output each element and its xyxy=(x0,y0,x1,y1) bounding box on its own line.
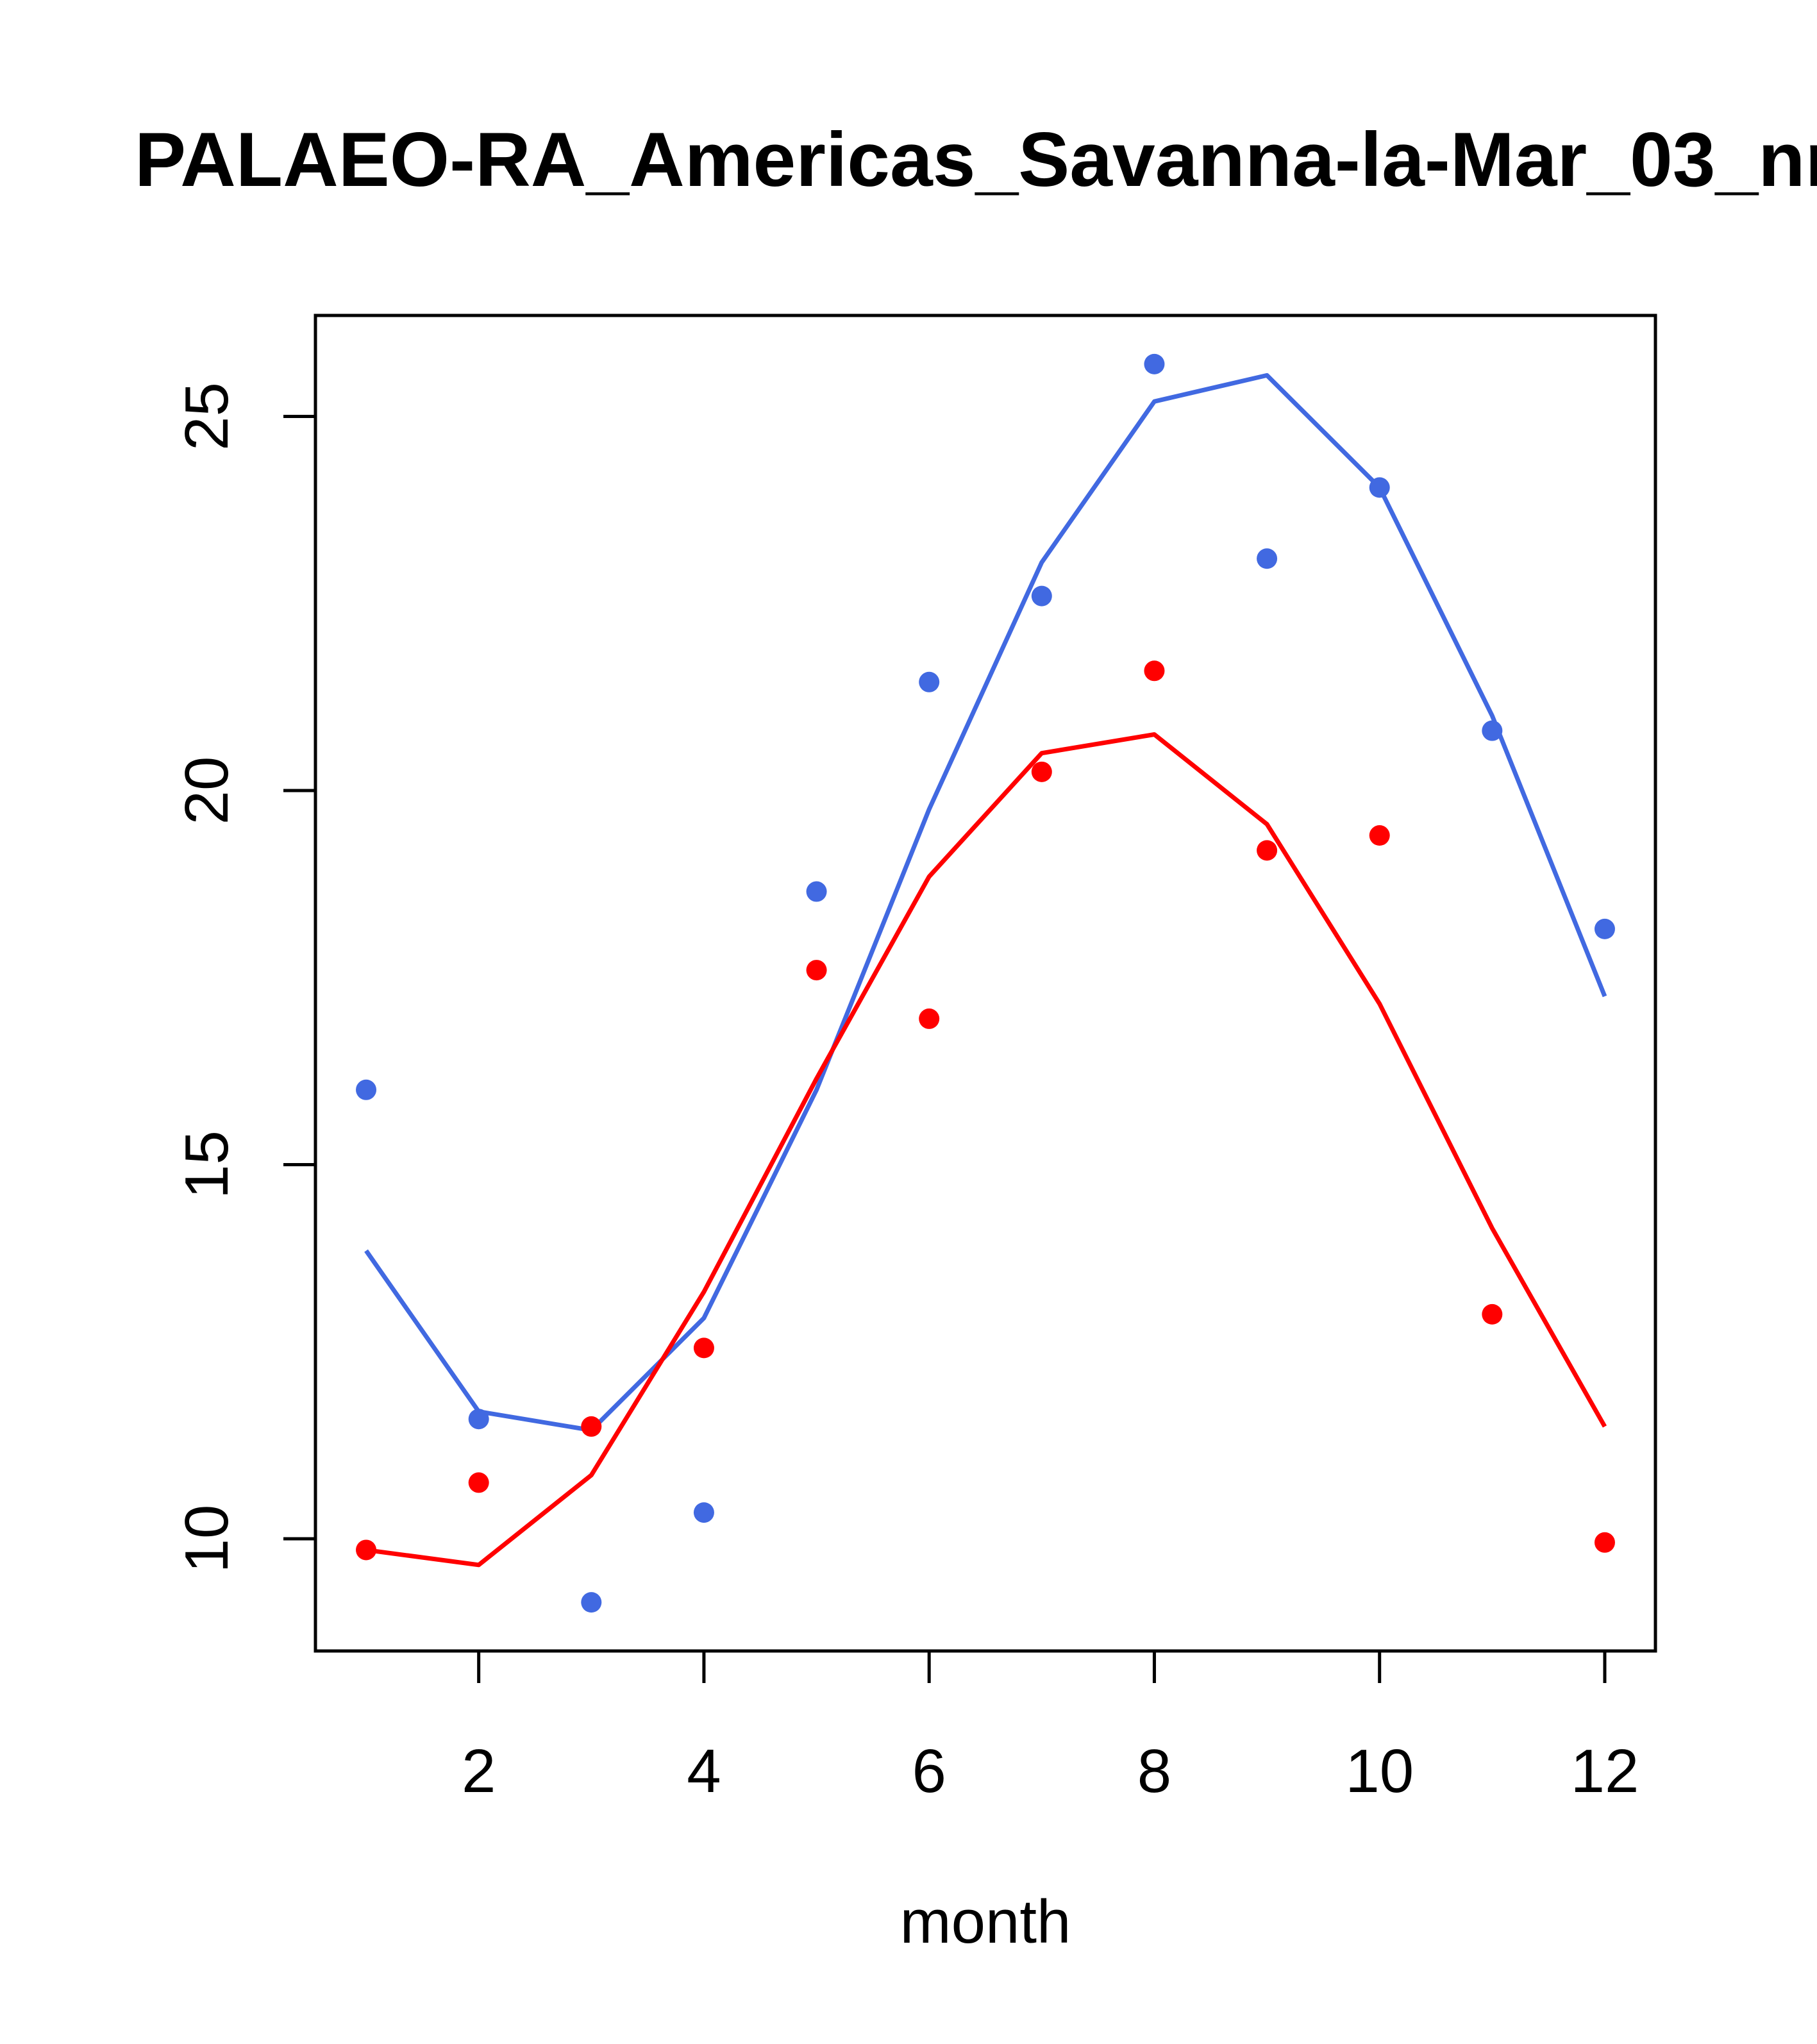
point-red-points xyxy=(468,1472,489,1493)
y-tick-label: 20 xyxy=(172,757,241,825)
chart-title: PALAEO-RA_Americas_Savanna-la-Mar_03_nn xyxy=(135,117,1817,203)
x-tick-label: 12 xyxy=(1571,1737,1639,1805)
point-red-points xyxy=(1369,825,1390,846)
point-blue-points xyxy=(1144,353,1165,374)
x-tick-label: 10 xyxy=(1345,1737,1414,1805)
point-blue-points xyxy=(1369,477,1390,498)
point-blue-points xyxy=(693,1502,714,1523)
x-tick-label: 8 xyxy=(1137,1737,1171,1805)
point-blue-points xyxy=(581,1592,602,1613)
point-blue-points xyxy=(1257,548,1278,569)
x-axis-title: month xyxy=(900,1888,1071,1956)
x-tick-label: 2 xyxy=(462,1737,496,1805)
point-blue-points xyxy=(806,881,827,902)
y-axis: 10 15 20 25 xyxy=(172,382,315,1573)
y-tick-label: 10 xyxy=(172,1505,241,1573)
point-red-points xyxy=(581,1416,602,1437)
point-blue-points xyxy=(1031,585,1052,607)
point-red-points xyxy=(1144,660,1165,682)
y-tick-label: 25 xyxy=(172,382,241,451)
point-red-points xyxy=(356,1539,377,1561)
series-blue-line xyxy=(364,373,1607,1433)
point-red-points xyxy=(1257,840,1278,861)
point-blue-points xyxy=(468,1409,489,1430)
point-red-points xyxy=(919,1008,940,1029)
series-layer xyxy=(356,353,1615,1613)
x-tick-label: 4 xyxy=(687,1737,721,1805)
x-axis: 2 4 6 8 10 12 xyxy=(462,1651,1639,1805)
point-blue-points xyxy=(1482,720,1503,741)
point-blue-points xyxy=(1594,918,1615,939)
point-red-points xyxy=(806,960,827,981)
point-blue-points xyxy=(919,671,940,692)
plot-frame xyxy=(314,314,1657,1653)
point-red-points xyxy=(1482,1303,1503,1325)
series-red-line xyxy=(365,732,1607,1568)
point-red-points xyxy=(693,1337,714,1359)
point-red-points xyxy=(1031,761,1052,782)
x-tick-label: 6 xyxy=(912,1737,946,1805)
point-red-points xyxy=(1594,1532,1615,1553)
point-blue-points xyxy=(356,1079,377,1100)
y-tick-label: 15 xyxy=(172,1130,241,1199)
